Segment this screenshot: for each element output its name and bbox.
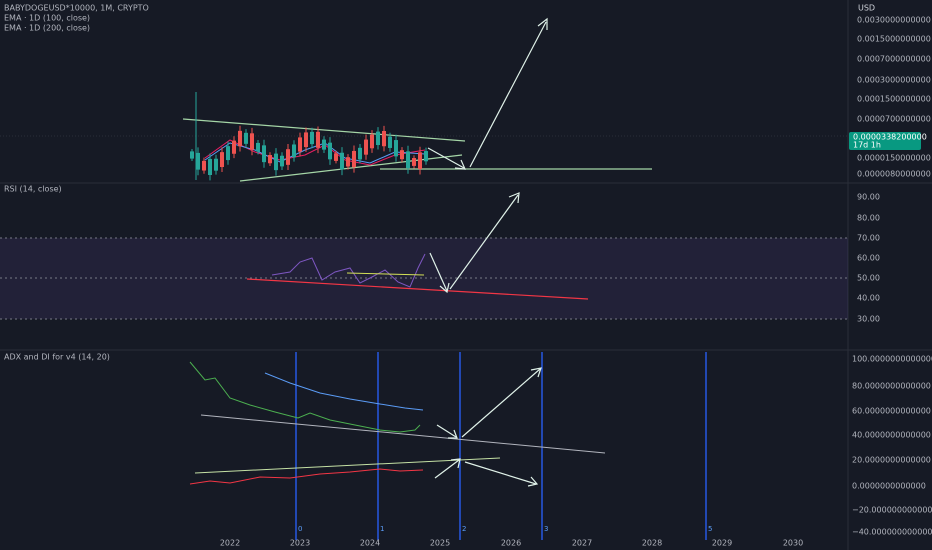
time-label: 2029 — [712, 539, 732, 548]
price-tag — [849, 132, 921, 150]
candle-body — [214, 158, 218, 171]
symbol: BABYDOGEUSD*10000, 1M, CRYPTO — [4, 4, 149, 13]
price-tick-label: 0.0030000000000 — [857, 16, 931, 25]
cycle-label: 2 — [462, 525, 466, 533]
candle-body — [238, 130, 242, 147]
candle-body — [340, 152, 344, 170]
candle-body — [376, 131, 380, 146]
cycle-label: 0 — [298, 525, 302, 533]
adx-tick-label: 60.0000000000000 — [852, 407, 931, 416]
candle-body — [388, 136, 392, 148]
cycle-label: 5 — [708, 525, 712, 533]
cycle-label: 1 — [380, 525, 384, 533]
cycle-label: 3 — [544, 525, 548, 533]
candle-body — [280, 155, 284, 167]
adx-tick-label: −20.0000000000000 — [852, 506, 932, 515]
price-tick-label: 0.0001500000000 — [857, 95, 931, 104]
candle-body — [298, 137, 302, 152]
rsi-drawings — [246, 192, 589, 300]
rsi-tick-label: 70.00 — [857, 234, 880, 243]
candle-body — [328, 142, 332, 160]
rsi-tick-label: 40.00 — [857, 294, 880, 303]
price-tick-label: 0.0015000000000 — [857, 35, 931, 44]
candle-body — [208, 158, 212, 176]
pane-title: ADX and DI for v4 (14, 20) — [4, 353, 110, 362]
candle-body — [202, 160, 206, 171]
candle-body — [352, 150, 356, 168]
candle-body — [424, 151, 428, 162]
time-label: 2027 — [572, 539, 592, 548]
candle-body — [382, 130, 386, 147]
time-label: 2026 — [501, 539, 521, 548]
candle-body — [256, 142, 260, 152]
candle-body — [358, 147, 362, 160]
time-label: 2022 — [220, 539, 240, 548]
countdown: 17d 1h — [853, 141, 881, 150]
adx-tick-label: 80.0000000000000 — [852, 382, 931, 391]
rsi-tick-label: 80.00 — [857, 214, 880, 223]
time-label: 2024 — [360, 539, 380, 548]
indicator: EMA · 1D (100, close) — [4, 14, 90, 23]
candle-body — [412, 158, 416, 166]
candle-body — [226, 146, 230, 161]
rsi-tick-label: 30.00 — [857, 315, 880, 324]
candle-body — [190, 151, 194, 159]
candle-body — [274, 153, 278, 171]
candle-body — [394, 140, 398, 157]
rsi-levels — [0, 237, 848, 320]
cycle-lines — [295, 352, 707, 540]
candle-body — [262, 145, 266, 163]
candle-body — [304, 132, 308, 148]
rsi-tick-label: 50.00 — [857, 274, 880, 283]
adx-tick-label: 100.0000000000000 — [852, 355, 932, 364]
price-tick-label: 0.0000700000000 — [857, 115, 931, 124]
price-tick-label: 0.0007000000000 — [857, 55, 931, 64]
candle-body — [334, 153, 338, 161]
candle-body — [310, 131, 314, 145]
candle-body — [322, 139, 326, 150]
adx-tick-label: 0.0000000000000 — [852, 482, 926, 491]
time-label: 2025 — [430, 539, 450, 548]
rsi-tick-label: 60.00 — [857, 254, 880, 263]
price-tick-label: 0.0003000000000 — [857, 76, 931, 85]
indicator: EMA · 1D (200, close) — [4, 24, 90, 33]
candle-body — [244, 132, 248, 144]
candle-body — [364, 139, 368, 155]
time-label: 2030 — [783, 539, 803, 548]
candle-body — [268, 155, 272, 164]
candle-body — [400, 150, 404, 160]
price-tick-label: 0.0000150000000 — [857, 154, 931, 163]
candle-body — [232, 140, 236, 154]
candle-body — [346, 157, 350, 167]
adx-drawings — [189, 361, 606, 487]
candle-body — [316, 131, 320, 148]
adx-tick-label: 40.0000000000000 — [852, 431, 931, 440]
candle-body — [286, 149, 290, 165]
candle-body — [220, 152, 224, 168]
candles — [190, 125, 428, 181]
candle-body — [406, 151, 410, 169]
currency: USD — [858, 4, 875, 13]
time-label: 2028 — [642, 539, 662, 548]
candle-body — [418, 152, 422, 169]
last-price: 0.0000338200000 — [853, 133, 927, 142]
adx-tick-label: −40.0000000000000 — [852, 528, 932, 537]
candle-body — [196, 152, 200, 170]
pane-title: RSI (14, close) — [4, 185, 62, 194]
rsi-tick-label: 90.00 — [857, 193, 880, 202]
candle-body — [292, 144, 296, 158]
candle-body — [250, 133, 254, 150]
adx-tick-label: 20.0000000000000 — [852, 456, 931, 465]
price-tick-label: 0.0000080000000 — [857, 170, 931, 179]
time-label: 2023 — [290, 539, 310, 548]
candle-body — [370, 134, 374, 149]
